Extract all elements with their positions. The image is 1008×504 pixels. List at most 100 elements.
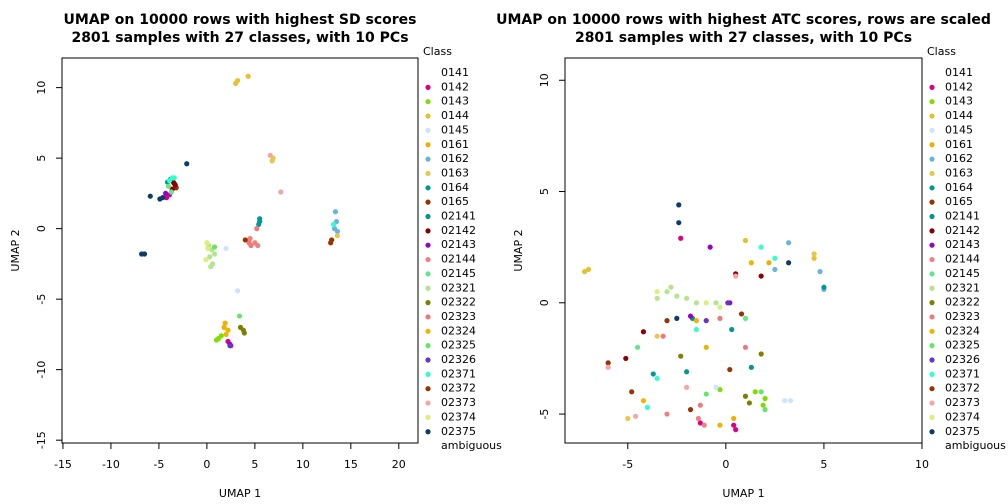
point: [213, 337, 220, 343]
legend-label: 0161: [441, 138, 469, 151]
legend-label: 0141: [945, 66, 973, 79]
legend-label: 02372: [945, 382, 980, 395]
point: [762, 395, 768, 402]
point: [225, 327, 231, 333]
legend-label: 02142: [441, 224, 476, 237]
legend-marker: [929, 300, 935, 306]
legend-label: 02326: [441, 353, 476, 366]
point: [242, 237, 248, 243]
point: [236, 313, 243, 319]
point: [654, 289, 660, 295]
x-tick-label: 0: [722, 458, 729, 471]
legend-marker: [929, 99, 935, 105]
y-tick-label: -5: [35, 294, 48, 305]
x-axis-label: UMAP 1: [722, 487, 764, 500]
legend-label: 0162: [441, 152, 469, 165]
legend-marker: [425, 443, 431, 449]
legend-title: Class: [423, 45, 452, 58]
point: [664, 411, 670, 417]
point: [697, 420, 703, 426]
legend-marker: [425, 213, 431, 220]
point: [257, 218, 263, 225]
point: [733, 427, 739, 433]
y-tick-label: 10: [538, 73, 551, 87]
legend-marker: [929, 127, 935, 133]
legend-label: 02144: [441, 253, 476, 266]
legend-marker: [929, 271, 935, 277]
legend-label: 02145: [945, 267, 980, 280]
legend-label: 02325: [441, 339, 476, 352]
point: [787, 398, 794, 404]
point: [245, 73, 251, 79]
point: [713, 300, 719, 306]
legend-marker: [929, 142, 935, 148]
legend-label: 0145: [945, 123, 973, 136]
point: [654, 295, 660, 301]
y-tick-label: 5: [538, 188, 551, 195]
point: [695, 415, 701, 422]
point: [654, 333, 660, 339]
point: [255, 242, 261, 249]
point: [678, 353, 684, 359]
legend-label: 02142: [945, 224, 980, 237]
point: [742, 344, 749, 350]
y-tick-label: -15: [35, 431, 48, 449]
legend-marker: [425, 371, 431, 377]
legend-marker: [929, 70, 935, 76]
legend-label: 02375: [945, 425, 980, 438]
plot-box: [564, 57, 923, 444]
point: [248, 242, 254, 249]
point: [668, 284, 674, 290]
point: [163, 190, 169, 196]
x-tick-label: 10: [296, 458, 310, 471]
point: [684, 384, 690, 390]
point: [254, 226, 260, 232]
y-axis-label: UMAP 2: [512, 229, 525, 271]
point: [742, 393, 749, 399]
chart-title: UMAP on 10000 rows with highest SD score…: [64, 12, 417, 28]
legend-marker: [929, 357, 935, 363]
point: [139, 251, 145, 257]
point: [766, 260, 772, 266]
legend-label: 0163: [945, 166, 973, 179]
x-tick-label: 10: [915, 458, 929, 471]
legend-label: 0145: [441, 123, 469, 136]
point: [235, 288, 241, 294]
point: [821, 284, 827, 290]
point: [267, 152, 273, 158]
legend-marker: [425, 99, 431, 105]
legend-label: 02374: [441, 410, 476, 423]
point: [332, 209, 339, 215]
y-tick-label: 0: [538, 299, 551, 306]
legend-marker: [425, 328, 431, 334]
point: [748, 260, 754, 266]
point: [218, 333, 224, 339]
legend-marker: [425, 414, 431, 420]
point: [742, 237, 749, 244]
point: [727, 366, 733, 373]
legend-marker: [929, 185, 935, 191]
legend-marker: [929, 443, 935, 449]
point: [693, 318, 700, 324]
legend-marker: [425, 285, 431, 291]
point: [585, 266, 592, 273]
legend-marker: [425, 142, 431, 148]
point: [640, 329, 647, 335]
legend-label: 02143: [945, 238, 980, 251]
legend-label: 0163: [441, 166, 469, 179]
point: [634, 344, 641, 350]
legend-label: 0143: [945, 95, 973, 108]
point: [147, 193, 153, 199]
point: [165, 183, 172, 189]
legend-marker: [425, 185, 431, 191]
point: [786, 260, 792, 266]
point: [605, 360, 611, 366]
x-tick-label: 5: [251, 458, 258, 471]
legend-label: 02375: [441, 425, 476, 438]
point: [235, 77, 241, 84]
point: [640, 398, 647, 404]
point: [674, 315, 680, 321]
legend-marker: [425, 256, 431, 263]
legend-marker: [929, 156, 935, 162]
point: [752, 389, 758, 395]
